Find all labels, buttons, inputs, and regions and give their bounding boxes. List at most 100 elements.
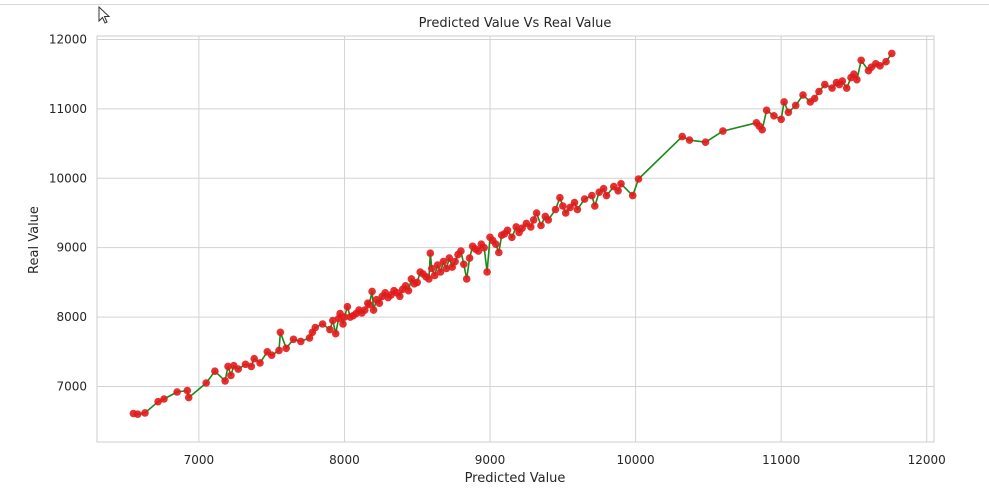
data-point — [154, 397, 162, 406]
data-point — [343, 302, 352, 311]
data-point — [784, 108, 793, 117]
y-tick-label: 8000 — [56, 310, 87, 324]
data-point — [297, 337, 305, 346]
data-point — [770, 112, 778, 120]
data-point — [614, 187, 622, 195]
data-point — [876, 62, 884, 70]
data-point — [329, 316, 337, 325]
data-point — [762, 106, 771, 115]
data-point — [250, 354, 258, 363]
data-point — [556, 193, 564, 202]
data-point — [442, 264, 451, 273]
data-point — [719, 127, 727, 135]
data-point — [282, 344, 291, 353]
chart-title: Predicted Value Vs Real Value — [419, 16, 612, 31]
data-point — [799, 91, 807, 99]
data-point — [828, 84, 836, 92]
top-divider — [0, 0, 989, 5]
data-point — [221, 377, 229, 385]
data-point — [628, 191, 637, 200]
data-point — [570, 198, 579, 207]
data-point — [462, 275, 471, 283]
data-point — [247, 362, 256, 371]
data-point — [425, 275, 433, 283]
data-point — [551, 205, 560, 214]
x-tick-label: 7000 — [184, 453, 215, 467]
data-point — [701, 138, 710, 146]
data-point — [465, 254, 474, 262]
data-point — [842, 84, 851, 92]
data-point — [183, 386, 192, 395]
data-point — [537, 221, 545, 230]
data-point — [326, 325, 334, 334]
data-point — [340, 313, 349, 321]
y-tick-label: 9000 — [56, 241, 87, 255]
data-point — [810, 94, 819, 103]
data-point — [439, 257, 448, 266]
x-tick-label: 9000 — [475, 453, 506, 467]
data-point — [527, 223, 535, 231]
y-tick-label: 11000 — [49, 102, 87, 116]
data-point — [580, 195, 589, 203]
data-point — [289, 335, 298, 344]
data-points-layer — [129, 49, 896, 419]
data-point — [184, 393, 193, 402]
data-point — [685, 136, 694, 144]
y-tick-label: 12000 — [49, 32, 87, 46]
data-point — [436, 268, 445, 276]
data-point — [460, 260, 468, 269]
data-point — [503, 226, 512, 235]
data-point — [256, 359, 264, 367]
data-point — [339, 320, 347, 328]
data-point — [573, 205, 582, 214]
data-point — [211, 367, 219, 376]
data-point — [838, 77, 847, 85]
data-point — [508, 233, 516, 242]
data-point — [318, 320, 327, 328]
data-point — [474, 247, 483, 255]
data-point — [599, 184, 608, 193]
data-point — [311, 323, 320, 332]
data-point — [561, 209, 570, 217]
data-point — [134, 410, 142, 419]
data-point — [141, 409, 149, 417]
data-point — [591, 202, 599, 210]
data-point — [634, 175, 643, 183]
data-point — [451, 257, 459, 266]
data-point — [588, 191, 596, 200]
data-point — [331, 329, 340, 338]
data-point — [457, 247, 465, 255]
data-point — [369, 306, 378, 314]
data-point — [433, 261, 442, 269]
data-point — [888, 49, 896, 58]
data-point — [160, 395, 168, 403]
data-point — [559, 202, 567, 210]
y-tick-label: 7000 — [56, 379, 87, 393]
data-point — [815, 87, 823, 96]
data-point — [241, 360, 250, 369]
data-point — [413, 278, 422, 287]
data-point — [566, 203, 574, 212]
data-point — [361, 306, 369, 314]
data-point — [617, 180, 625, 188]
data-point — [224, 362, 232, 371]
data-point — [428, 264, 436, 273]
data-point — [396, 292, 404, 301]
data-point — [483, 268, 491, 276]
data-point — [305, 334, 314, 342]
x-tick-label: 12000 — [908, 453, 946, 467]
data-point — [368, 287, 376, 296]
x-tick-labels: 7000 8000 9000 10000 11000 12000 — [184, 453, 946, 467]
data-point — [882, 57, 890, 66]
x-tick-label: 11000 — [762, 453, 800, 467]
y-tick-labels: 7000 8000 9000 10000 11000 12000 — [49, 32, 87, 393]
data-point — [495, 248, 503, 257]
data-point — [780, 98, 788, 106]
y-axis-label: Real Value — [27, 206, 42, 274]
data-point — [821, 80, 829, 89]
data-point — [430, 271, 439, 280]
data-point — [365, 300, 374, 309]
grid-lines — [97, 36, 934, 442]
data-point — [267, 351, 276, 360]
